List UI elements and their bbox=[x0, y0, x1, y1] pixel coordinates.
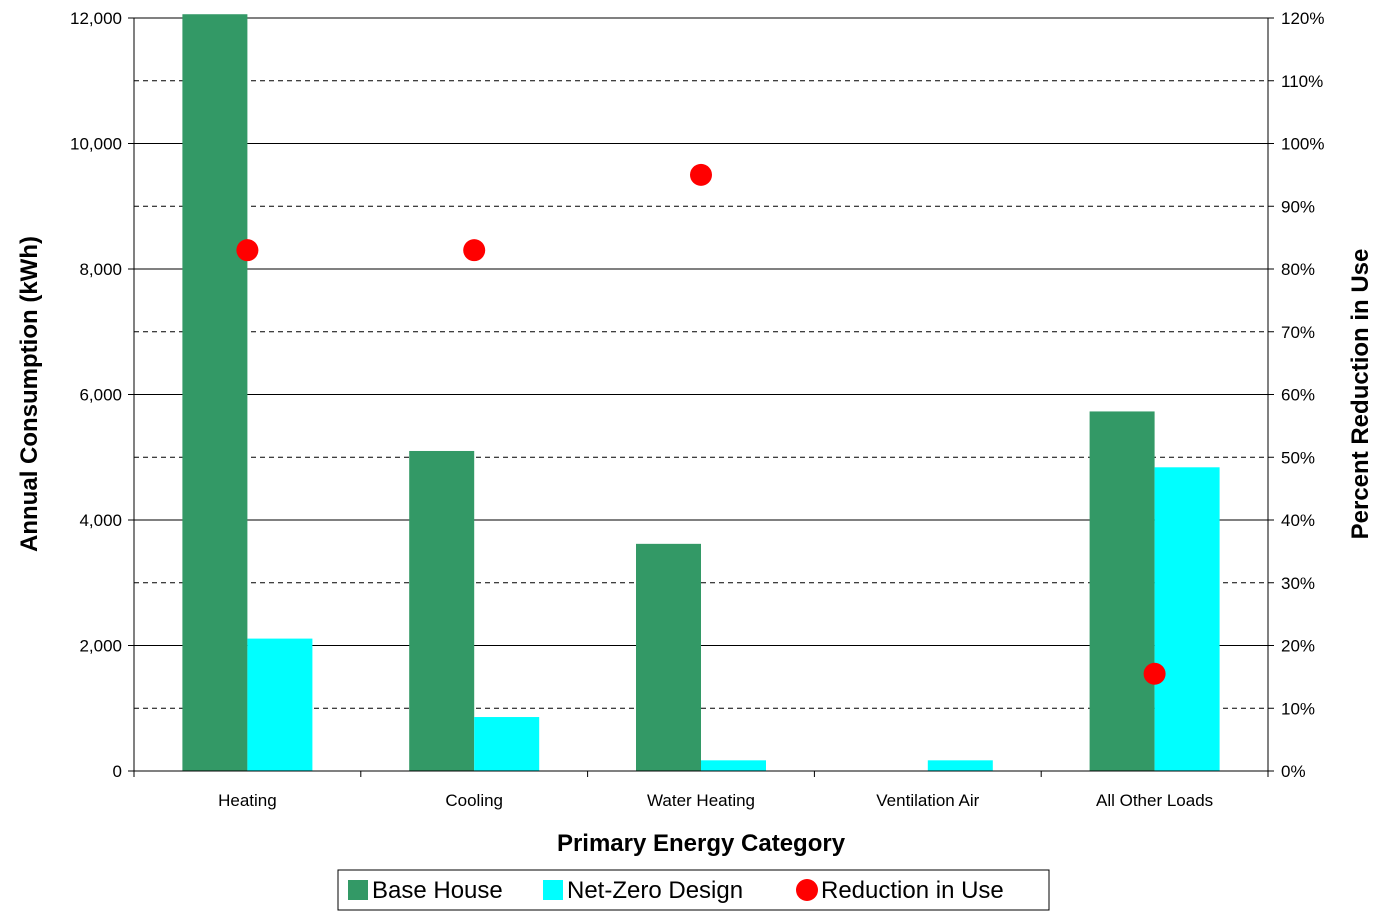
x-tick-label: All Other Loads bbox=[1096, 791, 1213, 810]
y2-tick-label: 40% bbox=[1281, 511, 1315, 530]
legend-box bbox=[337, 869, 1050, 911]
legend-swatch-reduction-in-use bbox=[796, 879, 818, 901]
legend-label-base-house: Base House bbox=[372, 877, 503, 904]
y-tick-label: 4,000 bbox=[79, 511, 122, 530]
axes bbox=[128, 17, 1274, 777]
bar-net-zero-design-water-heating bbox=[701, 760, 766, 771]
legend-swatch-base-house bbox=[348, 880, 368, 900]
x-tick-label: Heating bbox=[218, 791, 277, 810]
y-tick-label: 8,000 bbox=[79, 260, 122, 279]
legend-label-net-zero-design: Net-Zero Design bbox=[567, 877, 743, 904]
bar-base-house-heating bbox=[182, 14, 248, 772]
x-tick-label: Water Heating bbox=[647, 791, 755, 810]
y-tick-label: 0 bbox=[113, 762, 122, 781]
bar-base-house-water-heating bbox=[636, 543, 701, 771]
gridlines bbox=[134, 17, 1268, 709]
tick-labels: 0 2,000 4,000 6,000 8,000 10,000 12,000 0% 10% 20… bbox=[70, 9, 1324, 810]
y-tick-label: 6,000 bbox=[79, 386, 122, 405]
bar-net-zero-design-cooling bbox=[474, 717, 540, 771]
legend-label-reduction-in-use: Reduction in Use bbox=[821, 877, 1004, 904]
point-reduction-all-other-loads bbox=[1143, 662, 1166, 685]
y2-tick-label: 30% bbox=[1281, 574, 1315, 593]
y2-tick-label: 0% bbox=[1281, 762, 1306, 781]
x-axis-title: Primary Energy Category bbox=[557, 830, 846, 857]
y-axis-title: Annual Consumption (kWh) bbox=[16, 236, 43, 552]
legend-swatch-net-zero-design bbox=[543, 880, 563, 900]
y2-axis-title: Percent Reduction in Use bbox=[1347, 249, 1374, 540]
bar-net-zero-design-heating bbox=[247, 638, 313, 771]
y-tick-label: 12,000 bbox=[70, 9, 122, 28]
legend: Base House Net-Zero Design Reduction in … bbox=[337, 869, 1050, 911]
y2-tick-label: 120% bbox=[1281, 9, 1324, 28]
x-tick-label: Ventilation Air bbox=[876, 791, 979, 810]
y2-tick-label: 80% bbox=[1281, 260, 1315, 279]
point-reduction-heating bbox=[236, 239, 259, 262]
bar-base-house-cooling bbox=[409, 450, 475, 771]
x-tick-label: Cooling bbox=[445, 791, 503, 810]
bar-net-zero-design-all-other-loads bbox=[1154, 467, 1220, 771]
reduction-points bbox=[236, 163, 1166, 685]
point-reduction-water-heating bbox=[690, 163, 712, 186]
bar-base-house-all-other-loads bbox=[1089, 411, 1155, 771]
y2-tick-label: 110% bbox=[1281, 72, 1323, 91]
y-tick-label: 10,000 bbox=[70, 135, 122, 154]
y-tick-label: 2,000 bbox=[79, 637, 122, 656]
point-reduction-cooling bbox=[463, 239, 486, 262]
bars bbox=[182, 14, 1220, 772]
y2-tick-label: 70% bbox=[1281, 323, 1315, 342]
y2-tick-label: 90% bbox=[1281, 197, 1315, 216]
y2-tick-label: 20% bbox=[1281, 637, 1315, 656]
y2-tick-label: 100% bbox=[1281, 135, 1324, 154]
y2-tick-label: 60% bbox=[1281, 386, 1315, 405]
y2-tick-label: 50% bbox=[1281, 448, 1315, 467]
bar-net-zero-design-ventilation-air bbox=[927, 760, 993, 771]
y2-tick-label: 10% bbox=[1281, 699, 1315, 718]
